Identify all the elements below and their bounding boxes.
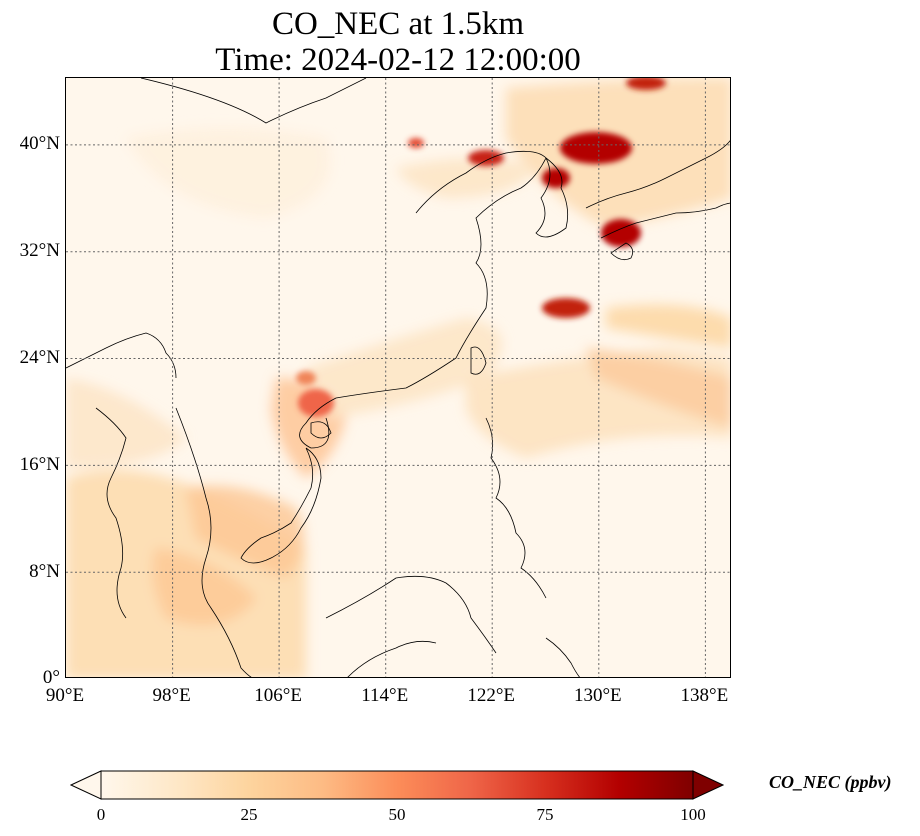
colorbar-tick-label: 100 (680, 805, 706, 824)
lon-tick-label: 98°E (152, 685, 191, 706)
colorbar (70, 770, 724, 800)
colorbar-tick-label: 50 (388, 805, 406, 824)
colorbar-extend-low (70, 770, 102, 800)
colorbar-label: CO_NEC (ppbv) (769, 772, 892, 792)
lon-tick-label: 138°E (680, 685, 729, 706)
lat-tick-label: 8°N (29, 561, 60, 582)
lat-tick-label: 24°N (19, 347, 60, 368)
map-title: CO_NEC at 1.5km (271, 6, 525, 42)
colorbar-gradient (101, 771, 693, 799)
concentration-map (66, 78, 730, 677)
lon-tick-label: 130°E (573, 685, 622, 706)
lat-tick-label: 16°N (19, 454, 60, 475)
gridlines (66, 78, 730, 677)
colorbar-tick-label: 75 (536, 805, 554, 824)
colorbar-outline (100, 770, 694, 800)
lon-tick-label: 122°E (467, 685, 516, 706)
map-plot-area (65, 77, 731, 678)
lon-tick-label: 90°E (45, 685, 85, 706)
concentration-field (66, 78, 730, 677)
high-concentration-hotspots (296, 78, 666, 417)
lat-tick-label: 40°N (19, 133, 60, 154)
coastlines (66, 78, 730, 677)
colorbar-extend-high (692, 770, 724, 800)
lat-tick-label: 0° (42, 667, 60, 688)
colorbar-tick-label: 25 (240, 805, 258, 824)
lon-tick-label: 114°E (361, 685, 409, 706)
lat-tick-label: 32°N (19, 240, 60, 261)
lon-tick-label: 106°E (254, 685, 302, 706)
map-subtitle-time: Time: 2024-02-12 12:00:00 (215, 42, 581, 78)
colorbar-tick-label: 0 (96, 805, 106, 824)
